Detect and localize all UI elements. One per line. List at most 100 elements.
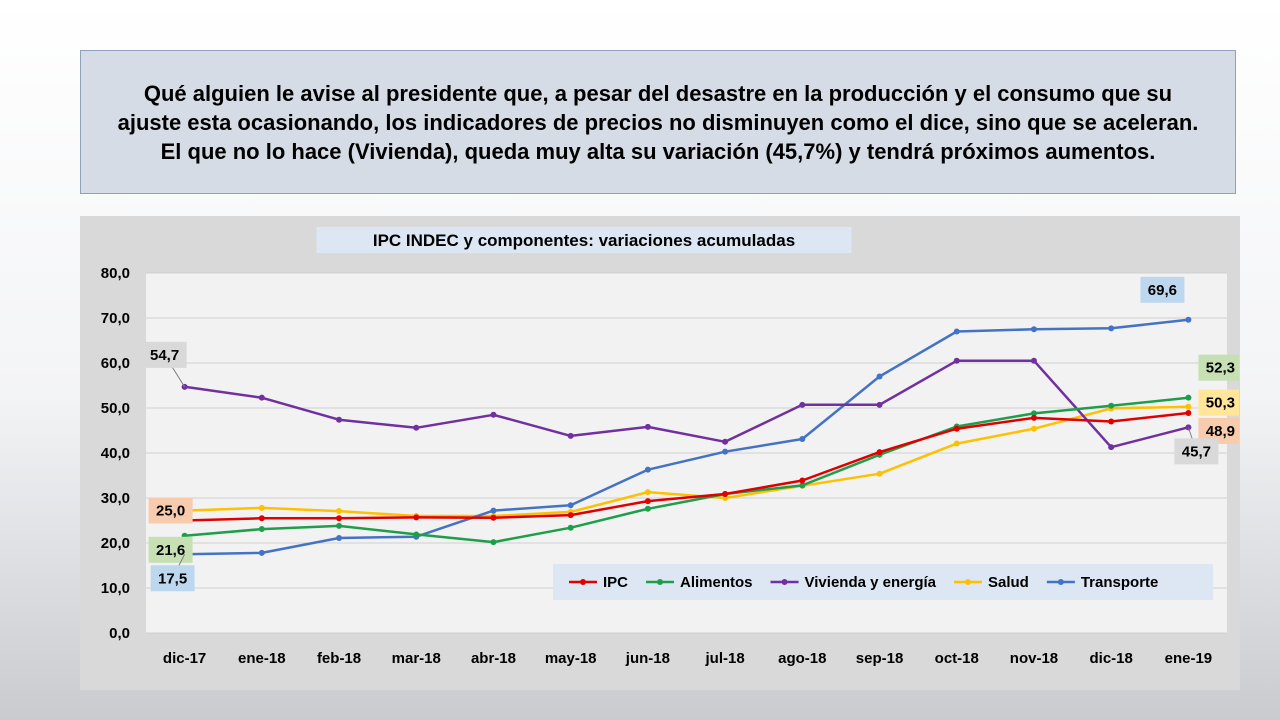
x-tick-label: ene-18 [238,650,286,667]
data-point [1108,402,1115,409]
data-point [1185,409,1192,416]
data-point [876,373,883,380]
data-point [644,505,651,512]
data-label-bg [1174,438,1219,465]
data-point [258,515,265,522]
data-point [1185,316,1192,323]
data-point [336,416,343,423]
data-point [799,401,806,408]
data-point [258,526,265,533]
chart-title: IPC INDEC y componentes: variaciones acu… [373,231,795,250]
x-tick-label: ago-18 [778,650,826,667]
x-tick-label: ene-19 [1165,650,1213,667]
data-label: 48,9 [1206,423,1235,440]
data-point [876,449,883,456]
data-point [413,531,420,538]
x-tick-label: dic-17 [163,650,206,667]
data-point [876,470,883,477]
y-tick-label: 10,0 [101,580,130,597]
series-line [184,411,1189,522]
series-line [184,396,1189,544]
data-label: 54,7 [150,347,179,364]
x-tick-label: nov-18 [1010,650,1058,667]
chart-title-bg [316,227,852,253]
data-point [1108,325,1115,332]
data-point [799,477,806,484]
data-point [1108,418,1115,425]
y-tick-label: 40,0 [101,445,130,462]
data-point [336,508,343,515]
data-point [567,524,574,531]
legend-marker [580,579,586,585]
legend-item: Salud [988,574,1029,591]
data-label-bg [1140,276,1185,303]
x-tick-label: may-18 [545,650,597,667]
data-label-bg [150,565,195,592]
data-point [876,401,883,408]
data-label-bg [148,536,193,563]
legend-item: Vivienda y energía [805,574,937,591]
data-label: 25,0 [156,503,185,520]
data-point [567,432,574,439]
x-tick-label: jun-18 [625,650,670,667]
legend-marker [1057,579,1064,585]
legend-marker [657,579,664,585]
data-point [953,328,960,335]
x-tick-label: dic-18 [1089,650,1132,667]
data-point [490,514,497,521]
x-tick-label: abr-18 [471,650,516,667]
data-point [336,515,343,522]
data-point [722,448,729,455]
data-point [567,502,574,509]
line-chart: 0,0 10,0 20,0 30,0 40,0 50,0 60,0 70,0 80,0 dic-1… [101,227,1239,667]
data-point [336,522,343,529]
data-point [413,514,420,521]
data-point [1030,410,1037,417]
x-tick-label: mar-18 [392,650,441,667]
x-tick-label: jul-18 [705,650,745,667]
legend-marker [781,579,788,585]
data-point [258,394,265,401]
data-point [644,498,651,505]
data-label-bg [148,497,193,524]
data-point [799,482,806,489]
data-point [1185,403,1192,410]
data-point [1108,444,1115,451]
data-point [644,489,651,496]
series-line [184,405,1189,518]
data-point [181,383,188,390]
series-line [184,318,1189,556]
legend-item: Alimentos [680,574,753,591]
data-point [490,411,497,418]
headline-box: Qué alguien le avise al presidente que, … [80,50,1236,194]
data-label: 50,3 [1206,395,1235,412]
data-point [722,438,729,445]
y-tick-label: 50,0 [101,400,130,417]
y-tick-label: 80,0 [101,265,130,282]
data-point [644,466,651,473]
data-point [722,490,729,497]
legend-item: IPC [603,574,628,591]
y-tick-label: 20,0 [101,535,130,552]
data-point [258,504,265,511]
data-point [953,357,960,364]
data-point [1030,326,1037,333]
chart-panel: 0,0 10,0 20,0 30,0 40,0 50,0 60,0 70,0 80,0 dic-1… [80,216,1240,690]
data-label-bg [142,341,187,368]
data-label: 17,5 [158,570,187,587]
x-tick-label: sep-18 [856,650,904,667]
y-tick-label: 0,0 [109,625,130,642]
series-line [184,359,1189,449]
data-point [1030,414,1037,421]
y-tick-label: 70,0 [101,310,130,327]
data-point [336,535,343,542]
data-point [953,425,960,432]
data-label-bg [1198,389,1239,416]
data-point [413,424,420,431]
legend-item: Transporte [1081,574,1159,591]
data-point [490,507,497,514]
data-point [799,436,806,443]
data-label: 45,7 [1182,443,1211,460]
x-tick-label: feb-18 [317,650,361,667]
data-point [1030,425,1037,432]
